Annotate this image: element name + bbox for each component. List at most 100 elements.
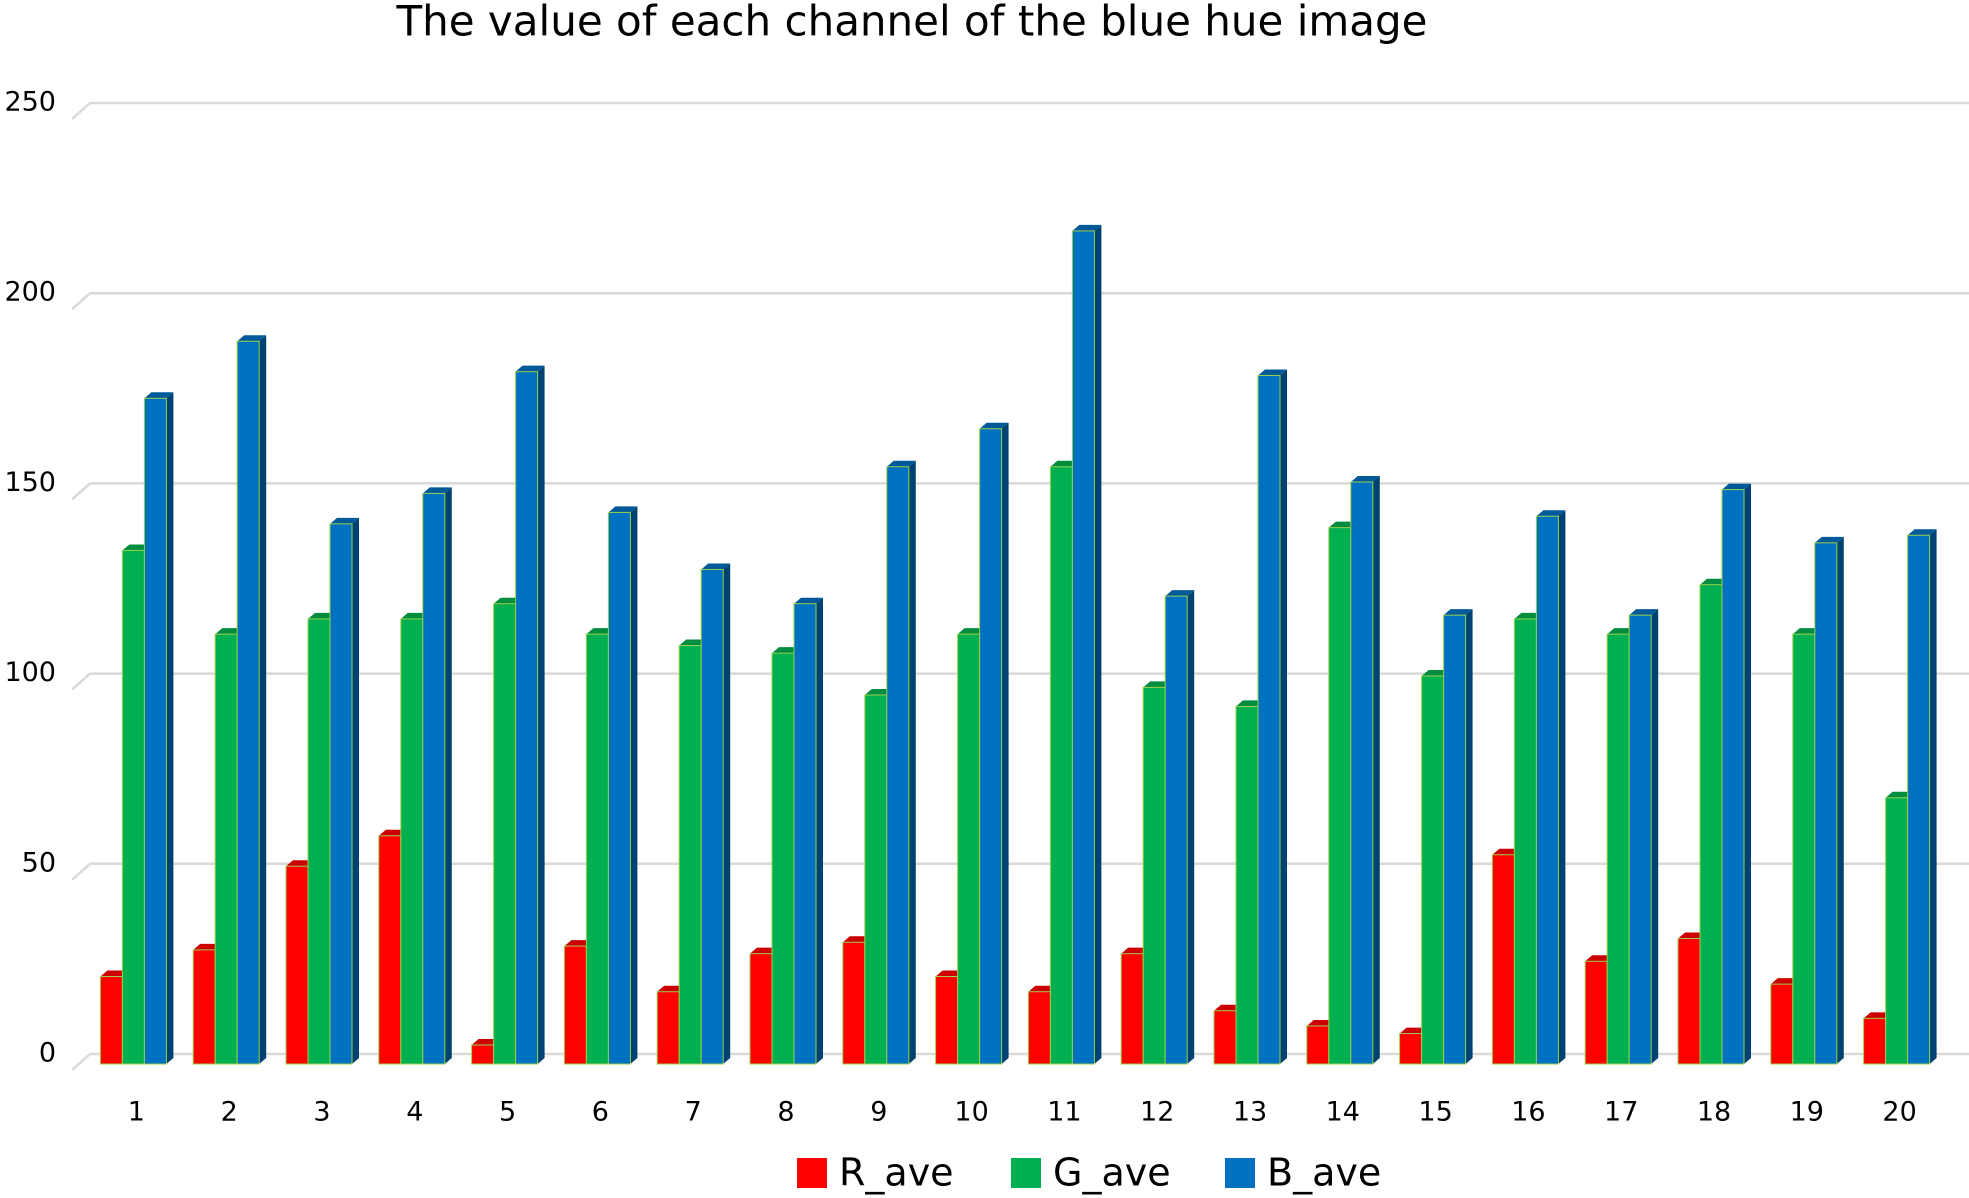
bar bbox=[214, 633, 238, 1065]
y-tick-label: 100 bbox=[4, 657, 56, 688]
bar-side bbox=[723, 563, 731, 1064]
x-tick-label: 13 bbox=[1233, 1097, 1267, 1128]
bar-top bbox=[886, 460, 916, 467]
y-tick-label: 200 bbox=[4, 277, 56, 308]
x-tick-label: 4 bbox=[406, 1097, 423, 1128]
bar bbox=[886, 466, 910, 1065]
x-tick-label: 12 bbox=[1140, 1097, 1174, 1128]
bar-side bbox=[1094, 224, 1102, 1064]
x-tick-label: 6 bbox=[592, 1097, 609, 1128]
bar bbox=[585, 633, 609, 1065]
x-tick-label: 18 bbox=[1697, 1097, 1731, 1128]
bar bbox=[1792, 633, 1816, 1065]
bar-side bbox=[1465, 609, 1473, 1064]
bar bbox=[515, 371, 539, 1065]
x-tick-label: 11 bbox=[1047, 1097, 1081, 1128]
bar bbox=[700, 568, 724, 1065]
bar bbox=[1606, 633, 1630, 1065]
y-tick-label: 0 bbox=[39, 1038, 56, 1069]
legend-label: G_ave bbox=[1053, 1151, 1171, 1195]
bar bbox=[1814, 542, 1838, 1065]
bar-top bbox=[1258, 369, 1287, 376]
bar bbox=[378, 835, 402, 1065]
bar bbox=[1513, 618, 1537, 1065]
bar bbox=[793, 603, 817, 1065]
bar-top bbox=[1072, 224, 1102, 231]
bar-top bbox=[1629, 609, 1659, 616]
bar bbox=[236, 340, 260, 1065]
bar bbox=[1421, 675, 1445, 1065]
x-tick-label: 14 bbox=[1326, 1097, 1360, 1128]
bar bbox=[285, 865, 309, 1065]
bar bbox=[1443, 614, 1467, 1065]
x-tick-label: 1 bbox=[128, 1097, 145, 1128]
bar bbox=[400, 618, 424, 1065]
bar-side bbox=[1187, 590, 1195, 1064]
legend-label: R_ave bbox=[839, 1151, 954, 1195]
bar-top bbox=[608, 506, 638, 513]
bar bbox=[842, 941, 866, 1065]
bar-side bbox=[352, 517, 359, 1064]
x-tick-label: 15 bbox=[1418, 1097, 1452, 1128]
bar bbox=[1584, 960, 1608, 1065]
bar bbox=[329, 523, 353, 1065]
bar-top bbox=[144, 392, 174, 399]
bar bbox=[1027, 991, 1051, 1065]
bar-side bbox=[1372, 475, 1380, 1064]
bar bbox=[1328, 527, 1352, 1065]
grid-line-floor bbox=[71, 482, 91, 501]
bar bbox=[1049, 466, 1073, 1065]
x-tick-label: 3 bbox=[313, 1097, 330, 1128]
bar-top bbox=[515, 365, 545, 372]
x-tick-label: 19 bbox=[1790, 1097, 1824, 1128]
legend-swatch bbox=[1011, 1158, 1041, 1188]
bar bbox=[1770, 983, 1794, 1065]
bar bbox=[143, 397, 167, 1065]
bar-side bbox=[1001, 422, 1009, 1064]
bar bbox=[607, 511, 631, 1065]
bar-side bbox=[1744, 483, 1751, 1064]
bar bbox=[935, 976, 959, 1065]
y-tick-label: 150 bbox=[4, 467, 56, 498]
bar-side bbox=[444, 487, 452, 1064]
bar bbox=[1350, 481, 1374, 1065]
bar-top bbox=[330, 517, 359, 524]
bar-top bbox=[1350, 475, 1380, 482]
x-tick-label: 5 bbox=[499, 1097, 516, 1128]
bar-side bbox=[166, 392, 174, 1064]
bar-top bbox=[979, 422, 1009, 429]
x-tick-label: 9 bbox=[870, 1097, 887, 1128]
bar-side bbox=[537, 365, 545, 1064]
bar bbox=[1257, 374, 1281, 1065]
bar-top bbox=[1722, 483, 1751, 490]
y-tick-label: 250 bbox=[4, 87, 56, 118]
grid-line-floor bbox=[71, 672, 91, 691]
bar bbox=[1535, 515, 1559, 1065]
chart-title: The value of each channel of the blue hu… bbox=[395, 0, 1427, 46]
bar bbox=[121, 549, 145, 1065]
bar bbox=[192, 949, 216, 1065]
legend-swatch bbox=[797, 1158, 827, 1188]
bar bbox=[422, 492, 446, 1065]
bar bbox=[1306, 1025, 1330, 1065]
bar bbox=[1235, 705, 1259, 1065]
bar bbox=[1907, 534, 1931, 1065]
bar bbox=[1142, 686, 1166, 1065]
bar-side bbox=[1836, 536, 1844, 1064]
bar bbox=[1885, 797, 1909, 1065]
bar bbox=[749, 953, 773, 1065]
x-tick-label: 7 bbox=[685, 1097, 702, 1128]
bar-side bbox=[908, 460, 916, 1065]
bar bbox=[771, 652, 795, 1065]
bar bbox=[979, 428, 1003, 1065]
legend-label: B_ave bbox=[1267, 1151, 1381, 1195]
grid-line-floor bbox=[71, 1053, 91, 1071]
bar bbox=[678, 645, 702, 1065]
bar-top bbox=[794, 597, 823, 604]
bar bbox=[957, 633, 981, 1065]
bar bbox=[1491, 854, 1515, 1065]
x-tick-label: 20 bbox=[1882, 1097, 1916, 1128]
bar-side bbox=[816, 597, 823, 1064]
grid-line-floor bbox=[71, 102, 91, 120]
